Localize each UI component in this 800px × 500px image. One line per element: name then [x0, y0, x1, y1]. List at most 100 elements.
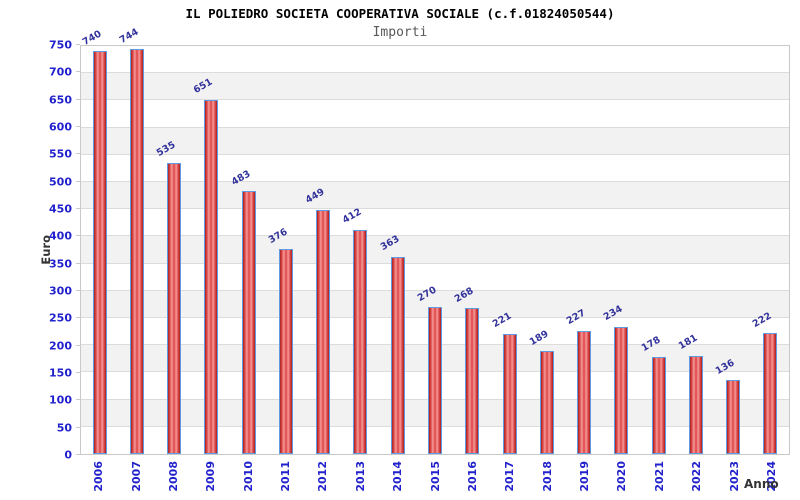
bar-slot: 227	[565, 46, 602, 454]
bar-value-label: 449	[303, 186, 327, 207]
bar-slot: 270	[416, 46, 453, 454]
x-slot: 2021	[641, 461, 678, 500]
y-tick-label: 650	[49, 93, 72, 107]
x-slot: 2010	[230, 461, 267, 500]
bar-slot: 744	[118, 26, 155, 454]
x-slot: 2016	[454, 461, 491, 500]
bar	[353, 229, 368, 454]
x-tick-label: 2008	[166, 461, 180, 492]
bar-value-label: 412	[341, 206, 364, 227]
bar-value-label: 178	[639, 334, 663, 354]
x-axis-title: Anno	[744, 477, 779, 491]
x-slot: 2006	[80, 461, 117, 500]
x-tick-label: 2022	[690, 461, 704, 492]
y-tick-mark	[76, 317, 80, 319]
y-tick-label: 200	[49, 339, 72, 353]
y-tick-label: 600	[49, 120, 72, 134]
bar	[92, 51, 107, 454]
bar-value-label: 181	[676, 332, 700, 352]
bar	[167, 162, 182, 454]
x-tick-label: 2023	[727, 461, 741, 492]
bar-slot: 178	[639, 46, 677, 454]
y-tick-mark	[76, 71, 80, 73]
y-tick-mark	[76, 235, 80, 237]
bar	[614, 326, 629, 454]
bar	[688, 355, 703, 454]
x-tick-label: 2019	[578, 461, 592, 492]
x-slot: 2007	[117, 461, 154, 500]
gridline	[81, 208, 789, 210]
y-tick-label: 550	[49, 147, 72, 161]
x-tick-label: 2021	[652, 461, 666, 492]
y-tick-label: 350	[49, 257, 72, 271]
bar-value-label: 234	[602, 303, 625, 324]
x-tick-label: 2014	[391, 461, 405, 492]
y-axis-title: Euro	[38, 45, 54, 455]
chart-subtitle: Importi	[372, 25, 428, 40]
bar-value-label: 221	[490, 310, 513, 331]
bar	[726, 380, 741, 454]
x-slot: 2013	[342, 461, 379, 500]
y-tick-mark	[76, 153, 80, 155]
x-tick-label: 2017	[503, 461, 517, 492]
y-tick-mark	[76, 262, 80, 264]
y-tick-mark	[76, 180, 80, 182]
bar	[428, 307, 443, 454]
bar	[502, 333, 517, 454]
bar-slot: 449	[303, 46, 342, 454]
y-tick-label: 700	[49, 65, 72, 79]
band	[81, 73, 789, 101]
bar	[278, 249, 293, 454]
band	[81, 209, 789, 237]
x-tick-label: 2007	[129, 461, 143, 492]
x-tick-label: 2013	[353, 461, 367, 492]
bar-slot: 483	[229, 46, 267, 454]
gridline	[81, 181, 789, 183]
bar-value-label: 136	[713, 357, 737, 377]
bar	[577, 330, 592, 454]
gridline	[81, 72, 789, 74]
bar-slot: 535	[154, 46, 193, 454]
y-tick-label: 500	[49, 175, 72, 189]
x-tick-label: 2011	[279, 461, 293, 492]
y-tick-mark	[76, 426, 80, 428]
y-tick-label: 400	[49, 229, 72, 243]
bar-slot: 740	[80, 28, 118, 454]
bar-slot: 189	[528, 46, 565, 454]
bar-value-label: 483	[229, 168, 253, 188]
bar-slot: 363	[379, 46, 416, 454]
bar	[763, 333, 778, 454]
band	[81, 100, 789, 128]
x-tick-label: 2020	[615, 461, 629, 492]
x-slot: 2020	[603, 461, 640, 500]
y-tick-mark	[76, 399, 80, 401]
chart-title: IL POLIEDRO SOCIETA COOPERATIVA SOCIALE …	[185, 6, 615, 21]
y-tick-label: 450	[49, 202, 72, 216]
bar-slot: 651	[192, 46, 230, 454]
gridline	[81, 153, 789, 155]
bar-value-label: 535	[154, 139, 178, 160]
y-tick-label: 100	[49, 393, 72, 407]
x-slot: 2012	[304, 461, 341, 500]
y-tick-label: 0	[64, 448, 72, 462]
y-tick-mark	[76, 44, 80, 45]
band	[81, 46, 789, 74]
x-slot: 2018	[529, 461, 566, 500]
x-slot: 2009	[192, 461, 229, 500]
x-tick-label: 2016	[465, 461, 479, 492]
bar-value-label: 363	[378, 233, 402, 253]
y-tick-mark	[76, 98, 80, 100]
bar	[465, 308, 480, 454]
bar-value-label: 270	[415, 284, 439, 304]
x-slot: 2019	[566, 461, 603, 500]
y-tick-label: 300	[49, 284, 72, 298]
gridline	[81, 99, 789, 101]
x-tick-label: 2010	[241, 461, 255, 492]
bar	[539, 351, 554, 454]
y-tick-label: 750	[49, 38, 72, 52]
x-tick-label: 2018	[540, 461, 554, 492]
bar-series: 740 744 535 651 483 376 449 412 363 270 268 221 189 2…	[80, 26, 789, 454]
bar-value-label: 376	[266, 226, 290, 246]
bar	[316, 209, 331, 454]
x-tick-label: 2015	[428, 461, 442, 492]
